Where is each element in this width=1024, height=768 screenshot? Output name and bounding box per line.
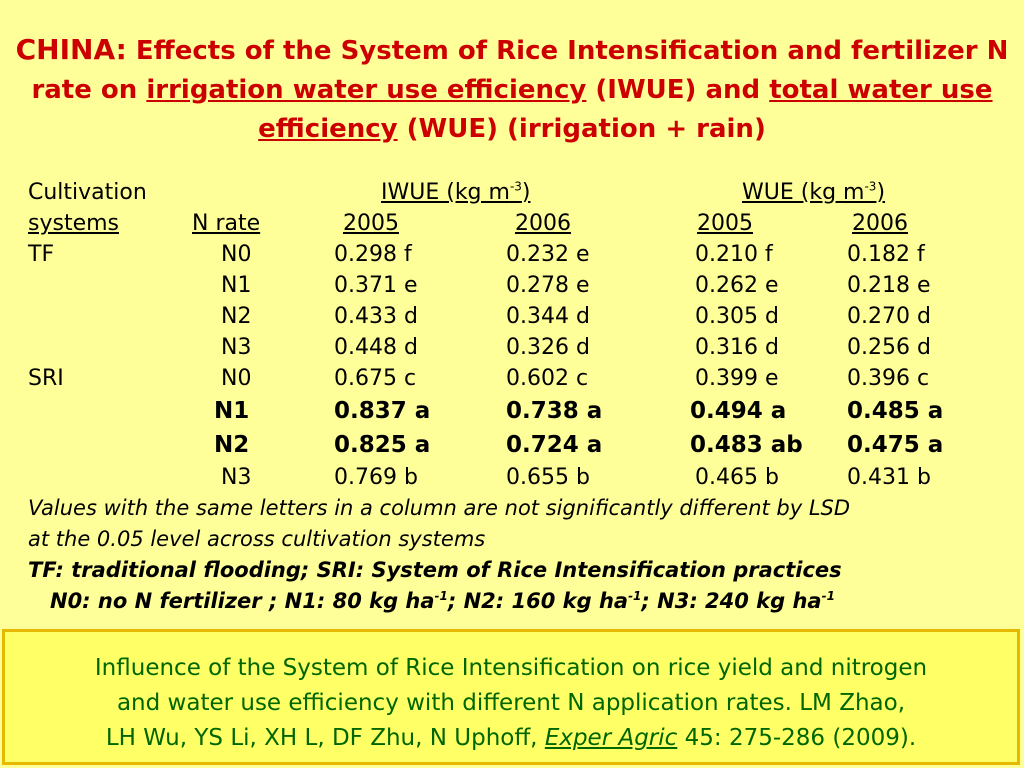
n-levels-n2: ; N2: 160 kg ha — [447, 589, 629, 613]
lsd-note-line1: Values with the same letters in a column… — [28, 496, 851, 520]
iwue-group-sup: -3 — [509, 179, 522, 194]
row-wue-2006: 0.182 f — [847, 242, 925, 267]
reference-line2: and water use efficiency with different … — [116, 690, 906, 716]
row-nrate: N1 — [214, 398, 250, 424]
row-wue-2005: 0.210 f — [695, 242, 773, 267]
title-text-3: (WUE) (irrigation + rain) — [397, 114, 766, 144]
wue-group-sup: -3 — [864, 179, 877, 194]
row-iwue-2006: 0.326 d — [506, 335, 590, 360]
row-nrate: N3 — [221, 335, 252, 360]
iwue-group-close: ) — [521, 180, 531, 205]
wue-group-close: ) — [876, 180, 886, 205]
header-wue-group: WUE (kg m-3) — [742, 178, 885, 208]
row-nrate: N1 — [221, 273, 252, 298]
row-iwue-2005: 0.448 d — [334, 335, 418, 360]
wue-group-label: WUE (kg m — [742, 180, 865, 205]
iwue-group-label: IWUE (kg m — [381, 180, 510, 205]
n-levels-sup3: -1 — [821, 589, 835, 603]
reference-line3: LH Wu, YS Li, XH L, DF Zhu, N Uphoff, Ex… — [5, 721, 1017, 756]
n-levels-sup2: -1 — [628, 589, 642, 603]
reference-citation: 45: 275-286 (2009). — [677, 725, 917, 751]
header-year-wue-2005: 2005 — [697, 211, 753, 236]
row-wue-2006: 0.485 a — [847, 398, 944, 424]
row-system: TF — [28, 242, 55, 267]
row-wue-2006: 0.431 b — [847, 465, 931, 490]
row-iwue-2005: 0.371 e — [334, 273, 418, 298]
row-wue-2006: 0.396 c — [847, 366, 930, 391]
title-country: CHINA: — [15, 33, 127, 66]
title-wue-term: total water use efficiency — [258, 75, 993, 144]
row-nrate: N0 — [221, 242, 252, 267]
header-cultivation: Cultivation — [28, 180, 147, 205]
reference-line1: Influence of the System of Rice Intensif… — [94, 655, 928, 681]
row-iwue-2006: 0.724 a — [506, 432, 603, 458]
row-iwue-2005: 0.825 a — [334, 432, 431, 458]
reference-authors: LH Wu, YS Li, XH L, DF Zhu, N Uphoff, — [105, 725, 545, 751]
header-systems: systems — [28, 211, 119, 236]
reference-box: Influence of the System of Rice Intensif… — [2, 629, 1020, 765]
row-wue-2005: 0.316 d — [695, 335, 779, 360]
row-iwue-2005: 0.298 f — [334, 242, 412, 267]
reference-text: Influence of the System of Rice Intensif… — [5, 651, 1017, 756]
slide-title: CHINA: Effects of the System of Rice Int… — [0, 30, 1024, 149]
row-iwue-2006: 0.278 e — [506, 273, 590, 298]
row-wue-2005: 0.262 e — [695, 273, 779, 298]
row-iwue-2006: 0.655 b — [506, 465, 590, 490]
row-wue-2006: 0.218 e — [847, 273, 931, 298]
header-year-iwue-2005: 2005 — [343, 211, 399, 236]
header-iwue-group: IWUE (kg m-3) — [381, 178, 531, 208]
row-iwue-2006: 0.344 d — [506, 304, 590, 329]
header-year-iwue-2006: 2006 — [515, 211, 571, 236]
row-iwue-2005: 0.837 a — [334, 398, 431, 424]
row-nrate: N2 — [221, 304, 252, 329]
n-levels-note: N0: no N fertilizer ; N1: 80 kg ha-1; N2… — [50, 586, 835, 617]
title-text-2: (IWUE) and — [586, 75, 770, 105]
row-wue-2006: 0.475 a — [847, 432, 944, 458]
row-wue-2005: 0.483 ab — [690, 432, 803, 458]
row-wue-2005: 0.305 d — [695, 304, 779, 329]
row-nrate: N2 — [214, 432, 250, 458]
lsd-note-line2: at the 0.05 level across cultivation sys… — [28, 527, 486, 551]
row-wue-2005: 0.399 e — [695, 366, 779, 391]
title-iwue-term: irrigation water use efficiency — [146, 75, 587, 105]
n-levels-n3: ; N3: 240 kg ha — [641, 589, 822, 613]
row-iwue-2005: 0.769 b — [334, 465, 418, 490]
row-wue-2005: 0.465 b — [695, 465, 779, 490]
row-iwue-2005: 0.675 c — [334, 366, 417, 391]
row-nrate: N3 — [221, 465, 252, 490]
row-system: SRI — [28, 366, 64, 391]
header-nrate: N rate — [192, 211, 261, 236]
row-iwue-2006: 0.602 c — [506, 366, 589, 391]
row-wue-2005: 0.494 a — [690, 398, 787, 424]
row-wue-2006: 0.270 d — [847, 304, 931, 329]
n-levels-sup1: -1 — [434, 589, 448, 603]
row-iwue-2006: 0.738 a — [506, 398, 603, 424]
row-wue-2006: 0.256 d — [847, 335, 931, 360]
n-levels-n0: N0: no N fertilizer ; N1: 80 kg ha — [50, 589, 435, 613]
reference-journal: Exper Agric — [544, 725, 678, 751]
header-year-wue-2006: 2006 — [852, 211, 908, 236]
abbreviation-note: TF: traditional flooding; SRI: System of… — [28, 558, 842, 582]
row-iwue-2006: 0.232 e — [506, 242, 590, 267]
title-text-1: Effects of the System of Rice Intensific… — [31, 36, 1009, 105]
row-nrate: N0 — [221, 366, 252, 391]
row-iwue-2005: 0.433 d — [334, 304, 418, 329]
